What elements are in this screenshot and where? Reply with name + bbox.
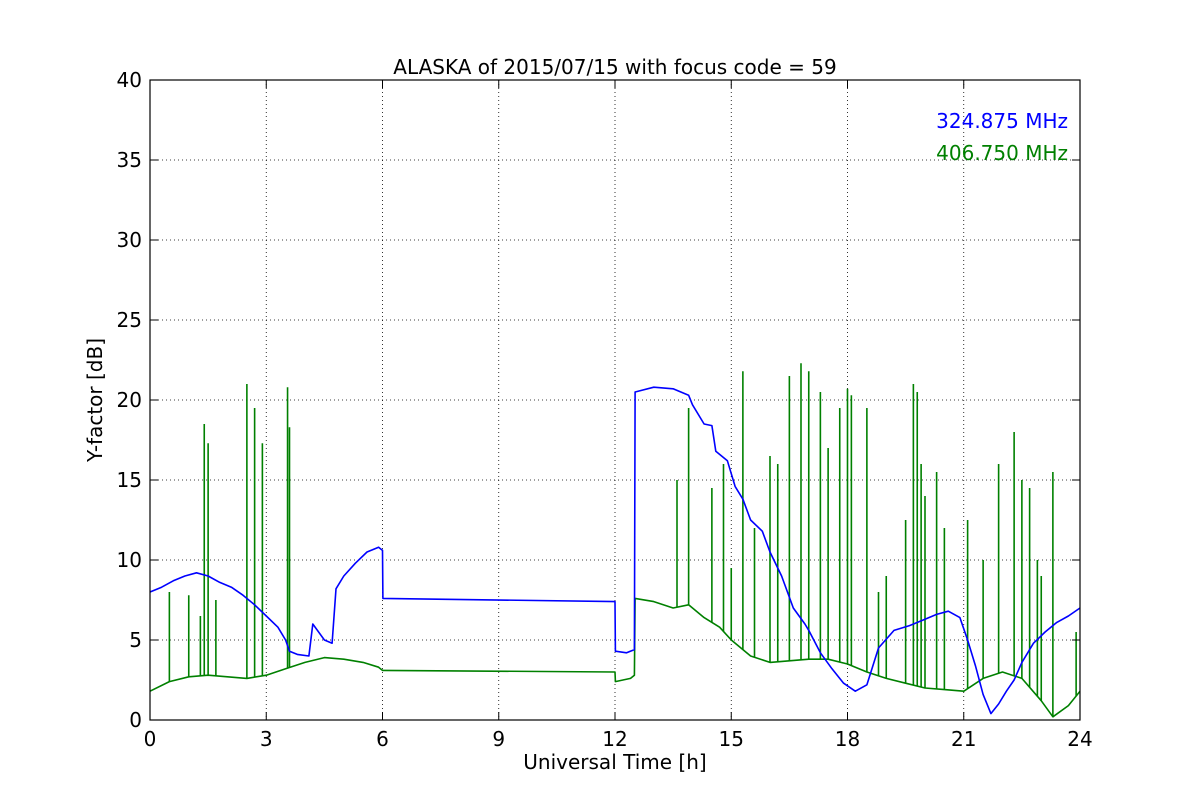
legend: 324.875 MHz 406.750 MHz bbox=[936, 109, 1068, 165]
series-line-0 bbox=[149, 386, 1081, 715]
legend-entry-406750: 406.750 MHz bbox=[936, 141, 1068, 165]
x-tick-label: 6 bbox=[376, 727, 389, 751]
x-tick-label: 24 bbox=[1067, 727, 1092, 751]
y-tick-label: 20 bbox=[117, 388, 142, 412]
x-tick-label: 9 bbox=[492, 727, 505, 751]
y-tick-label: 5 bbox=[129, 628, 142, 652]
y-tick-label: 25 bbox=[117, 308, 142, 332]
series-layer bbox=[149, 363, 1081, 718]
x-tick-label: 21 bbox=[951, 727, 976, 751]
tick-layer: 0 3 6 9 12 15 18 21 24 0 5 10 15 20 25 30 35 40 bbox=[117, 68, 1093, 751]
y-tick-label: 15 bbox=[117, 468, 142, 492]
series-1-group bbox=[149, 363, 1081, 718]
legend-entry-324875: 324.875 MHz bbox=[936, 109, 1068, 133]
x-tick-label: 12 bbox=[602, 727, 627, 751]
y-tick-label: 10 bbox=[117, 548, 142, 572]
series-0-group bbox=[149, 386, 1081, 715]
y-axis-label: Y-factor [dB] bbox=[83, 338, 107, 463]
x-tick-label: 18 bbox=[835, 727, 860, 751]
x-tick-label: 0 bbox=[144, 727, 157, 751]
y-tick-label: 0 bbox=[129, 708, 142, 732]
y-tick-label: 30 bbox=[117, 228, 142, 252]
chart-title: ALASKA of 2015/07/15 with focus code = 5… bbox=[393, 55, 836, 79]
y-tick-label: 40 bbox=[117, 68, 142, 92]
x-tick-label: 15 bbox=[719, 727, 744, 751]
x-tick-label: 3 bbox=[260, 727, 273, 751]
x-axis-label: Universal Time [h] bbox=[523, 750, 706, 774]
y-tick-label: 35 bbox=[117, 148, 142, 172]
